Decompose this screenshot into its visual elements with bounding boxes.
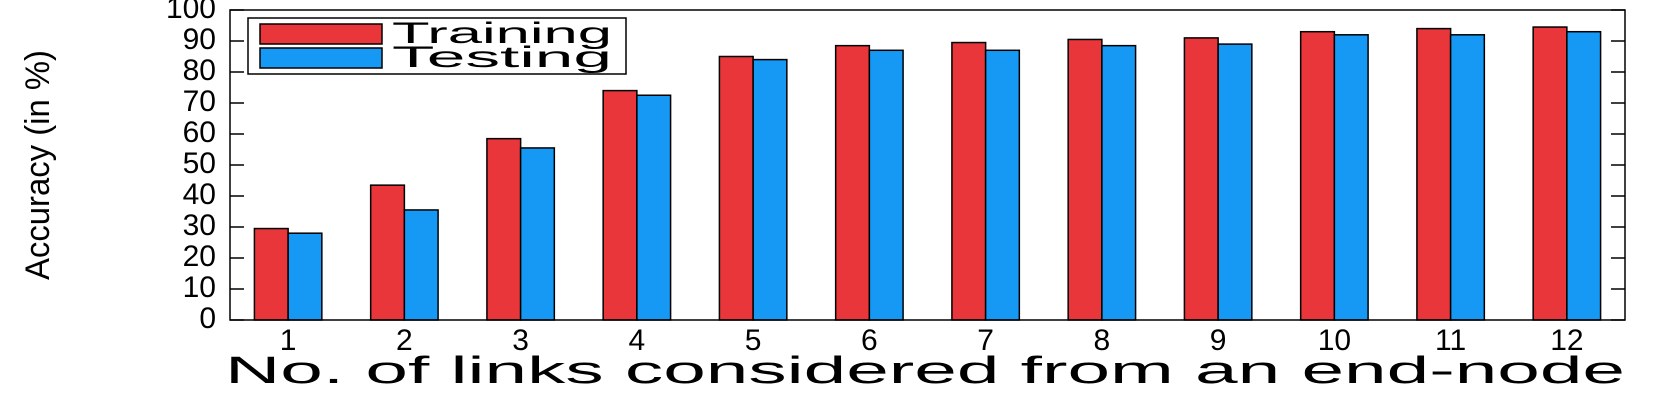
x-tick-label: 9 <box>1210 324 1227 357</box>
y-tick-label: 0 <box>199 302 216 335</box>
bar <box>1333 34 1369 321</box>
x-tick-label: 12 <box>1550 324 1583 357</box>
bar <box>602 89 638 321</box>
x-axis-label: No. of links considered from an end-node <box>225 350 1625 392</box>
x-tick-label: 6 <box>861 324 878 357</box>
y-tick-label: 100 <box>166 0 216 25</box>
x-tick-label: 7 <box>977 324 994 357</box>
legend-label: Testing <box>392 41 612 74</box>
bar <box>1217 43 1253 321</box>
legend-swatch <box>259 23 383 45</box>
bar <box>1183 37 1219 321</box>
legend-swatch <box>259 47 383 69</box>
y-tick-label: 40 <box>183 178 216 211</box>
bar <box>369 184 406 321</box>
legend-label: Training <box>392 17 612 50</box>
bar <box>1101 44 1137 321</box>
x-tick-label: 3 <box>512 324 529 357</box>
y-tick-label: 50 <box>183 147 216 180</box>
y-tick-label: 80 <box>183 54 216 87</box>
bar <box>1067 38 1103 321</box>
bar <box>1566 30 1602 321</box>
plot-frame <box>229 9 1626 321</box>
bar <box>519 147 556 321</box>
x-tick-label: 2 <box>396 324 413 357</box>
bar <box>1299 30 1336 321</box>
x-tick-label: 10 <box>1318 324 1351 357</box>
bar <box>752 58 788 321</box>
bar <box>1449 34 1486 321</box>
y-tick-label: 70 <box>183 85 216 118</box>
x-tick-label: 1 <box>280 324 297 357</box>
bar <box>834 44 871 321</box>
bar <box>984 49 1021 321</box>
bar <box>636 94 672 321</box>
bar <box>287 232 323 321</box>
bar <box>718 55 754 321</box>
bar <box>868 49 904 321</box>
y-tick-label: 30 <box>183 209 216 242</box>
y-tick-label: 60 <box>183 116 216 149</box>
bar <box>1416 27 1452 321</box>
bar <box>951 41 987 321</box>
y-axis-label: Accuracy (in %) <box>19 50 57 280</box>
y-tick-label: 20 <box>183 240 216 273</box>
bar <box>253 227 289 321</box>
x-tick-label: 11 <box>1435 324 1466 357</box>
y-tick-label: 10 <box>183 271 216 304</box>
x-tick-label: 8 <box>1094 324 1111 357</box>
y-tick-label: 90 <box>183 23 216 56</box>
bar <box>1532 26 1568 321</box>
bar <box>403 209 439 321</box>
x-tick-label: 4 <box>629 324 646 357</box>
x-tick-label: 5 <box>745 324 762 357</box>
bar <box>486 137 522 321</box>
